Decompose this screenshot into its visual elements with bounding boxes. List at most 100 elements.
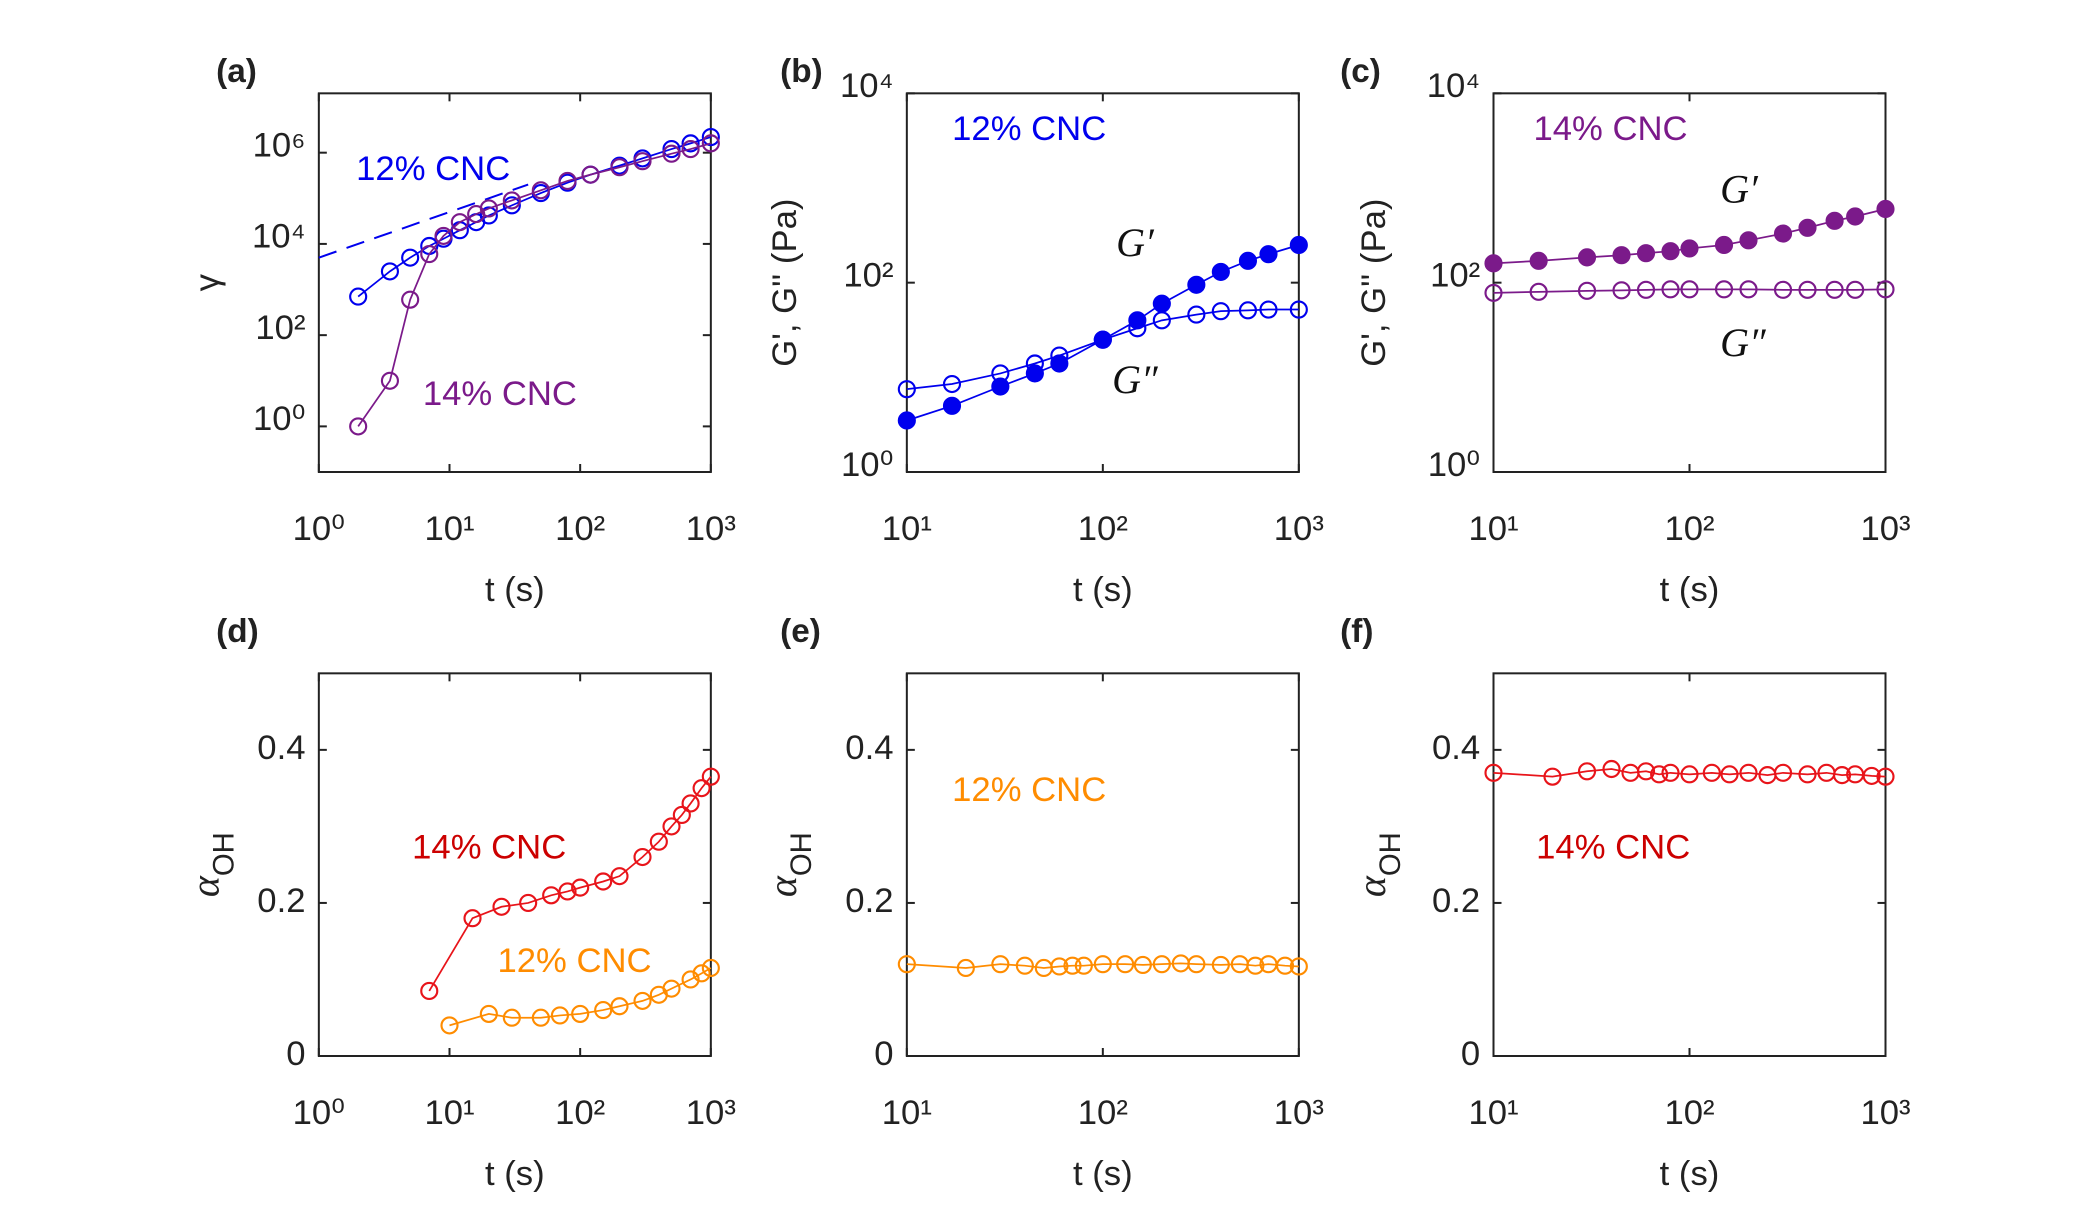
data-point bbox=[1825, 211, 1844, 230]
data-point bbox=[479, 199, 498, 218]
data-point bbox=[479, 206, 498, 225]
x-tick-label: 10² bbox=[555, 1094, 605, 1132]
axes-box bbox=[905, 672, 1300, 1057]
y-tick-label: 10⁶ bbox=[253, 127, 306, 165]
data-point bbox=[502, 191, 521, 210]
x-tick-label: 10² bbox=[1078, 510, 1128, 548]
data-point bbox=[701, 767, 720, 786]
data-point bbox=[502, 1008, 521, 1027]
data-point bbox=[681, 794, 700, 813]
data-point bbox=[1846, 280, 1865, 299]
data-point bbox=[991, 364, 1010, 383]
series-label: G′ bbox=[1720, 167, 1759, 212]
x-axis-label: t (s) bbox=[485, 1155, 545, 1193]
data-point bbox=[463, 909, 482, 928]
panel-label: (c) bbox=[1340, 53, 1381, 90]
data-point bbox=[897, 411, 916, 430]
data-point bbox=[1074, 956, 1093, 975]
x-tick-label: 10¹ bbox=[1468, 510, 1518, 548]
data-point bbox=[1846, 207, 1865, 226]
y-tick-label: 10⁰ bbox=[253, 400, 305, 438]
data-point bbox=[558, 882, 577, 901]
data-point bbox=[1577, 762, 1597, 781]
series-label: 14% CNC bbox=[1536, 828, 1690, 866]
data-point bbox=[1798, 765, 1817, 784]
y-axis-label: G', G'' (Pa) bbox=[766, 199, 804, 367]
data-point bbox=[1661, 763, 1680, 782]
x-tick-label: 10² bbox=[1078, 1094, 1128, 1132]
annotation: 14% CNC bbox=[1534, 110, 1688, 148]
data-point bbox=[1484, 763, 1503, 782]
data-point bbox=[1133, 955, 1152, 974]
y-tick-label: 0 bbox=[1461, 1035, 1480, 1073]
series-label: 12% CNC bbox=[498, 942, 652, 980]
data-point bbox=[1680, 280, 1699, 299]
y-axis-label: αOH bbox=[760, 832, 818, 897]
data-point bbox=[1832, 766, 1852, 785]
data-point bbox=[1720, 765, 1739, 784]
data-point bbox=[1714, 235, 1734, 255]
series-label: 14% CNC bbox=[412, 828, 566, 866]
data-point bbox=[692, 964, 711, 983]
data-point bbox=[610, 158, 629, 177]
data-point bbox=[692, 779, 711, 798]
data-point bbox=[594, 1001, 613, 1020]
y-tick-label: 0 bbox=[874, 1035, 893, 1073]
data-point bbox=[633, 847, 652, 867]
data-point bbox=[701, 134, 720, 153]
axes-box bbox=[317, 92, 712, 473]
data-point bbox=[440, 1016, 459, 1035]
data-point bbox=[681, 134, 700, 153]
data-point bbox=[1876, 280, 1895, 299]
y-tick-label: 10⁰ bbox=[1428, 446, 1480, 484]
x-tick-label: 10³ bbox=[1860, 1094, 1910, 1132]
data-point bbox=[519, 893, 538, 913]
data-point bbox=[1876, 199, 1895, 219]
y-tick-label: 0.2 bbox=[257, 882, 305, 920]
y-tick-label: 0.4 bbox=[845, 729, 893, 767]
x-tick-label: 10¹ bbox=[882, 1094, 932, 1132]
data-point bbox=[662, 979, 681, 998]
data-point bbox=[991, 955, 1010, 974]
data-point bbox=[1116, 955, 1135, 974]
y-axis-label-main: α bbox=[760, 875, 805, 897]
data-point bbox=[1636, 280, 1656, 299]
data-point bbox=[1128, 319, 1147, 338]
x-tick-label: 10⁰ bbox=[293, 510, 345, 548]
data-point bbox=[1773, 224, 1793, 243]
x-tick-label: 10¹ bbox=[1468, 1094, 1518, 1132]
x-tick-label: 10³ bbox=[1274, 510, 1324, 548]
data-point bbox=[492, 897, 511, 916]
data-point bbox=[571, 878, 590, 897]
data-point bbox=[633, 991, 652, 1010]
data-point bbox=[1739, 280, 1758, 299]
y-axis-label-main: α bbox=[1349, 875, 1394, 897]
x-axis-label: t (s) bbox=[485, 571, 545, 609]
data-point bbox=[1289, 300, 1308, 319]
data-point bbox=[1230, 955, 1249, 974]
data-point bbox=[610, 997, 629, 1016]
data-point bbox=[1246, 956, 1265, 975]
data-point bbox=[1739, 231, 1758, 250]
data-point bbox=[1758, 766, 1777, 785]
data-point bbox=[450, 213, 469, 232]
data-point bbox=[1577, 281, 1597, 300]
x-tick-label: 10³ bbox=[1860, 510, 1910, 548]
y-tick-label: 10² bbox=[255, 309, 305, 347]
data-point bbox=[1152, 955, 1171, 974]
series-label: G″ bbox=[1720, 320, 1767, 365]
y-axis-label-main: G', G'' (Pa) bbox=[1355, 199, 1393, 367]
data-point bbox=[1187, 305, 1206, 324]
data-point bbox=[1773, 763, 1793, 782]
y-axis-label: γ bbox=[189, 273, 227, 291]
data-point bbox=[1187, 955, 1206, 974]
data-point bbox=[897, 380, 916, 399]
data-point bbox=[1015, 956, 1034, 975]
axes-box bbox=[905, 92, 1300, 473]
data-point bbox=[1484, 254, 1503, 273]
x-tick-label: 10² bbox=[1664, 1094, 1714, 1132]
x-axis-label: t (s) bbox=[1660, 1155, 1720, 1193]
y-axis-label: αOH bbox=[1349, 832, 1407, 897]
y-tick-label: 0.2 bbox=[845, 882, 893, 920]
